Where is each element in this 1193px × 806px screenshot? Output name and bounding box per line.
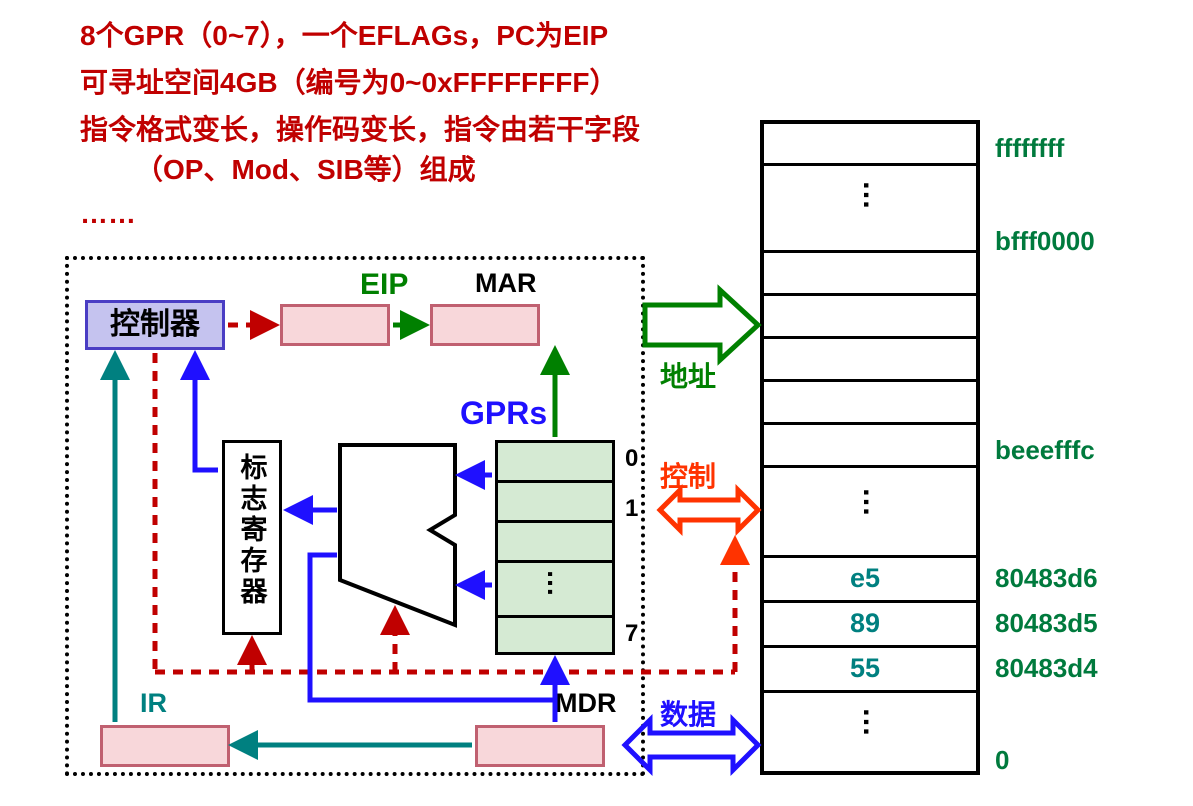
addr-bfff0000: bfff0000: [995, 226, 1095, 257]
gprs-label: GPRs: [460, 395, 547, 432]
gpr-index-1: 1: [625, 495, 638, 523]
header-line-3b: （OP、Mod、SIB等）组成: [135, 152, 476, 188]
ir-box: [100, 725, 230, 767]
flags-box: 标志寄存器: [222, 440, 282, 635]
mem-divider: [760, 336, 980, 339]
gpr-index-0: 0: [625, 445, 638, 473]
addr-0: 0: [995, 745, 1009, 776]
flags-label: 标志寄存器: [233, 453, 272, 608]
mem-val-55: 55: [850, 653, 880, 684]
alu-label: ALU: [365, 508, 399, 570]
mem-divider: [760, 555, 980, 558]
header-line-3: 指令格式变长，操作码变长，指令由若干字段: [80, 112, 640, 148]
gpr-index-7: 7: [625, 620, 638, 648]
gpr-divider: [495, 520, 615, 523]
mar-box: [430, 304, 540, 346]
mem-val-e5: e5: [850, 563, 880, 594]
header-line-4: ……: [80, 196, 136, 232]
ir-label: IR: [140, 688, 167, 719]
data-label: 数据: [660, 693, 716, 733]
mem-divider: [760, 645, 980, 648]
mem-divider: [760, 163, 980, 166]
mem-divider: [760, 465, 980, 468]
header-line-1: 8个GPR（0~7），一个EFLAGs，PC为EIP: [80, 18, 608, 54]
gpr-dots: …: [541, 569, 573, 597]
addr-ffffffff: ffffffff: [995, 133, 1064, 164]
mem-divider: [760, 250, 980, 253]
mem-dots: …: [856, 487, 890, 517]
addr-80483d5: 80483d5: [995, 608, 1098, 639]
mem-divider: [760, 690, 980, 693]
gpr-box: [495, 440, 615, 655]
mdr-label: MDR: [555, 688, 617, 719]
gpr-divider: [495, 560, 615, 563]
addr-80483d6: 80483d6: [995, 563, 1098, 594]
eip-label: EIP: [360, 268, 408, 302]
mem-dots: …: [856, 707, 890, 737]
header-line-2: 可寻址空间4GB（编号为0~0xFFFFFFFF）: [80, 65, 617, 101]
mem-divider: [760, 293, 980, 296]
mem-dots: …: [856, 180, 890, 210]
mem-divider: [760, 379, 980, 382]
control-label: 控制: [660, 455, 716, 495]
addr-beeefffc: beeefffc: [995, 435, 1095, 466]
address-label: 地址: [660, 355, 716, 395]
eip-box: [280, 304, 390, 346]
mar-label: MAR: [475, 268, 537, 299]
controller-box: 控制器: [85, 300, 225, 350]
mem-val-89: 89: [850, 608, 880, 639]
gpr-divider: [495, 615, 615, 618]
gpr-divider: [495, 480, 615, 483]
mem-divider: [760, 600, 980, 603]
mdr-box: [475, 725, 605, 767]
addr-80483d4: 80483d4: [995, 653, 1098, 684]
mem-divider: [760, 422, 980, 425]
